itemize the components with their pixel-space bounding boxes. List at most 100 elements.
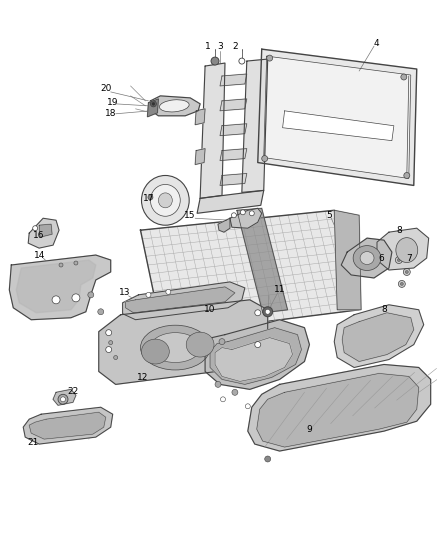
Polygon shape <box>215 337 293 382</box>
Ellipse shape <box>405 270 408 273</box>
Polygon shape <box>195 149 205 165</box>
Polygon shape <box>220 149 247 160</box>
Polygon shape <box>218 218 230 232</box>
Text: 18: 18 <box>105 109 117 118</box>
Polygon shape <box>200 63 225 198</box>
Polygon shape <box>341 238 392 278</box>
Ellipse shape <box>159 193 172 208</box>
Polygon shape <box>283 111 394 141</box>
Ellipse shape <box>52 296 60 304</box>
Polygon shape <box>123 282 245 320</box>
Ellipse shape <box>88 292 94 298</box>
Polygon shape <box>237 208 288 313</box>
Ellipse shape <box>106 346 112 352</box>
Polygon shape <box>248 365 431 451</box>
Polygon shape <box>28 218 59 248</box>
Ellipse shape <box>141 175 189 225</box>
Polygon shape <box>195 109 205 125</box>
Polygon shape <box>334 211 361 310</box>
Ellipse shape <box>239 58 245 64</box>
Ellipse shape <box>231 213 237 218</box>
Polygon shape <box>9 255 111 320</box>
Ellipse shape <box>186 332 214 357</box>
Ellipse shape <box>400 282 403 285</box>
Text: 19: 19 <box>107 99 118 107</box>
Text: 15: 15 <box>184 211 196 220</box>
Ellipse shape <box>33 225 38 231</box>
Polygon shape <box>53 389 76 405</box>
Polygon shape <box>205 320 309 389</box>
Ellipse shape <box>150 101 156 107</box>
Polygon shape <box>220 99 247 111</box>
Text: 20: 20 <box>100 84 111 93</box>
Text: 13: 13 <box>119 288 131 297</box>
Ellipse shape <box>141 339 170 364</box>
Ellipse shape <box>265 309 270 314</box>
Ellipse shape <box>109 341 113 345</box>
Ellipse shape <box>396 256 403 263</box>
Ellipse shape <box>72 294 80 302</box>
Ellipse shape <box>255 310 261 316</box>
Polygon shape <box>220 173 247 185</box>
Text: 9: 9 <box>307 425 312 434</box>
Ellipse shape <box>262 156 268 161</box>
Text: 1: 1 <box>205 42 211 51</box>
Ellipse shape <box>150 333 200 362</box>
Ellipse shape <box>74 261 78 265</box>
Polygon shape <box>220 124 247 136</box>
Ellipse shape <box>220 397 226 402</box>
Ellipse shape <box>398 280 405 287</box>
Ellipse shape <box>397 259 400 262</box>
Ellipse shape <box>401 74 407 80</box>
Text: 6: 6 <box>378 254 384 263</box>
Ellipse shape <box>245 404 250 409</box>
Polygon shape <box>16 260 96 313</box>
Polygon shape <box>126 287 235 313</box>
Ellipse shape <box>150 184 180 216</box>
Polygon shape <box>258 49 417 185</box>
Polygon shape <box>257 374 419 447</box>
Ellipse shape <box>353 246 381 270</box>
Ellipse shape <box>98 309 104 315</box>
Ellipse shape <box>215 382 221 387</box>
Ellipse shape <box>114 356 118 360</box>
Ellipse shape <box>255 342 261 348</box>
Polygon shape <box>23 407 113 444</box>
Ellipse shape <box>267 55 273 61</box>
Ellipse shape <box>219 338 225 345</box>
Ellipse shape <box>146 293 151 297</box>
Polygon shape <box>197 190 264 213</box>
Polygon shape <box>230 208 262 228</box>
Ellipse shape <box>232 389 238 395</box>
Ellipse shape <box>263 307 273 317</box>
Ellipse shape <box>141 325 210 370</box>
Text: 17: 17 <box>143 194 154 203</box>
Text: 5: 5 <box>326 211 332 220</box>
Text: 4: 4 <box>373 39 379 47</box>
Text: 22: 22 <box>67 387 78 396</box>
Ellipse shape <box>148 195 153 200</box>
Polygon shape <box>29 412 106 439</box>
Polygon shape <box>148 96 200 116</box>
Polygon shape <box>220 74 247 86</box>
Text: 21: 21 <box>28 438 39 447</box>
Ellipse shape <box>59 263 63 267</box>
Ellipse shape <box>404 173 410 179</box>
Text: 3: 3 <box>217 42 223 51</box>
Polygon shape <box>342 313 414 361</box>
Text: 7: 7 <box>406 254 412 263</box>
Text: 14: 14 <box>33 251 45 260</box>
Ellipse shape <box>360 252 374 264</box>
Text: 10: 10 <box>204 305 216 314</box>
Text: 12: 12 <box>137 373 148 382</box>
Ellipse shape <box>159 100 189 112</box>
Polygon shape <box>141 211 359 335</box>
Ellipse shape <box>403 269 410 276</box>
Polygon shape <box>334 305 424 367</box>
Polygon shape <box>264 56 411 179</box>
Ellipse shape <box>166 289 171 294</box>
Ellipse shape <box>106 330 112 336</box>
Ellipse shape <box>152 102 155 106</box>
Polygon shape <box>377 228 429 270</box>
Ellipse shape <box>60 397 65 402</box>
